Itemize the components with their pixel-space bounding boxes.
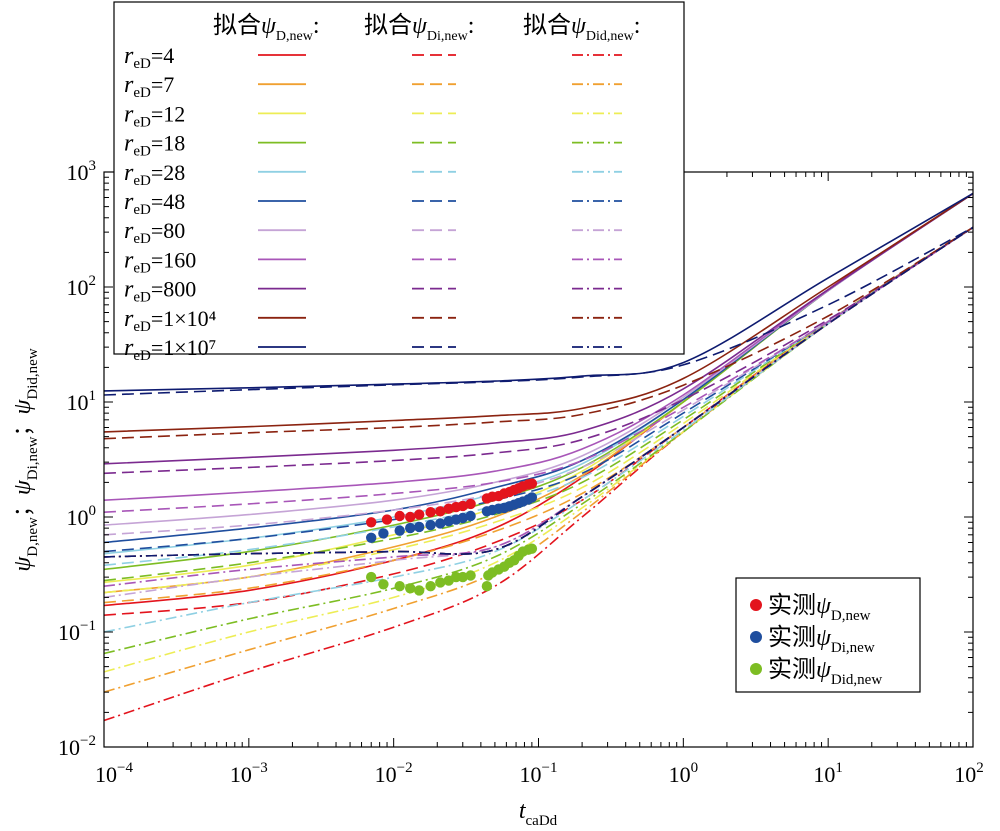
- x-tick-label: 100: [669, 760, 699, 787]
- series-line-reD8-d: [104, 192, 973, 465]
- measured-point-di: [414, 521, 425, 533]
- measured-point-di: [366, 532, 377, 543]
- measured-point-d: [414, 509, 425, 520]
- series-line-reD9-d: [104, 192, 973, 433]
- legend-measured-box: [735, 577, 921, 693]
- measured-point-d: [465, 498, 476, 510]
- legend-fit-row-label: reD=7: [124, 72, 174, 101]
- legend-fit-row-label: reD=800: [124, 277, 196, 306]
- x-tick-label: 10−1: [520, 760, 558, 787]
- x-axis-label: tcaDd​: [519, 798, 558, 829]
- y-tick-label: 100: [67, 503, 97, 530]
- series-line-reD3-did: [104, 226, 973, 655]
- legend-measured-label: 实测ψDi,new​: [768, 624, 875, 656]
- legend-fit-row-label: reD=48: [124, 189, 185, 218]
- series-line-reD9-di: [104, 226, 973, 440]
- series-line-reD10-di: [104, 226, 973, 396]
- measured-point-d: [435, 506, 446, 517]
- legend-fit-row-label: reD=28: [124, 160, 185, 189]
- measured-point-di: [425, 519, 436, 531]
- legend-measured: 实测ψD,new​实测ψDi,new​实测ψDid,new​: [735, 577, 921, 693]
- legend-fit-row-label: reD=12: [124, 101, 185, 130]
- legend-fit-row-label: reD=4: [124, 43, 174, 72]
- legend-fit-box: [113, 1, 685, 355]
- measured-points-layer: [366, 478, 538, 596]
- measured-point-did: [526, 543, 538, 554]
- series-layer: [104, 192, 973, 722]
- measured-point-d: [425, 507, 436, 518]
- y-tick-label: 101: [67, 388, 97, 415]
- legend-fit-row-label: reD=160: [124, 247, 196, 276]
- legend-fit-row-label: reD=1×10⁷: [124, 335, 216, 364]
- measured-point-d: [394, 510, 405, 522]
- measured-point-di: [457, 512, 468, 524]
- legend-measured-label: 实测ψDid,new​: [768, 656, 882, 688]
- measured-point-did: [481, 581, 493, 592]
- x-tick-label: 101: [813, 760, 843, 787]
- measured-point-did: [405, 583, 416, 594]
- measured-point-d: [366, 517, 377, 528]
- series-line-reD7-di: [104, 226, 973, 513]
- measured-point-d: [526, 478, 538, 489]
- series-line-reD10-did: [104, 226, 973, 558]
- series-line-reD2-did: [104, 226, 973, 673]
- series-line-reD6-di: [104, 226, 973, 536]
- measured-point-di: [378, 528, 389, 539]
- measured-point-did: [425, 581, 436, 592]
- y-tick-label: 102: [67, 273, 97, 300]
- legend-fit-row-label: reD=1×10⁴: [124, 306, 217, 335]
- legend-measured-marker: [750, 663, 762, 675]
- legend-fit-row-label: reD=80: [124, 218, 185, 247]
- measured-point-di: [405, 522, 416, 534]
- measured-point-did: [465, 570, 476, 581]
- measured-point-did: [394, 581, 405, 592]
- x-tick-label: 10−4: [95, 760, 133, 787]
- legend-measured-marker: [750, 599, 762, 611]
- series-line-reD7-did: [104, 226, 973, 587]
- measured-point-did: [378, 579, 389, 590]
- legend-fit-header: 拟合ψDid,new​:: [523, 12, 640, 44]
- legend-measured-label: 实测ψD,new​: [768, 592, 871, 624]
- legend-fit-header: 拟合ψD,new​:: [213, 12, 320, 44]
- measured-point-di: [435, 518, 446, 529]
- measured-point-did: [435, 577, 446, 588]
- x-tick-label: 102: [954, 760, 984, 787]
- series-line-reD4-did: [104, 226, 973, 633]
- measured-point-did: [366, 571, 377, 583]
- y-tick-label: 103: [67, 158, 97, 185]
- measured-point-d: [405, 511, 416, 523]
- measured-point-di: [394, 525, 405, 536]
- measured-point-d: [381, 514, 393, 525]
- measured-point-did: [414, 585, 425, 596]
- series-line-reD6-did: [104, 226, 973, 599]
- legend-fit-header: 拟合ψDi,new​:: [364, 12, 474, 44]
- series-line-reD0-did: [104, 226, 973, 722]
- measured-point-di: [526, 492, 538, 503]
- y-axis-label: ψD,new​；ψDi,new​；ψDid,new​: [10, 348, 41, 571]
- legend-fit: 拟合ψD,new​:拟合ψDi,new​:拟合ψDid,new​:reD=4re…: [113, 1, 685, 364]
- legend-measured-marker: [750, 631, 762, 643]
- series-line-reD8-di: [104, 226, 973, 475]
- measured-point-did: [457, 571, 468, 583]
- x-tick-label: 10−2: [375, 760, 413, 787]
- measured-point-d: [457, 500, 468, 512]
- y-tick-label: 10−2: [58, 733, 96, 760]
- legend-fit-row-label: reD=18: [124, 131, 185, 160]
- measured-point-di: [465, 510, 476, 522]
- x-tick-label: 10−3: [230, 760, 268, 787]
- y-tick-label: 10−1: [58, 618, 96, 645]
